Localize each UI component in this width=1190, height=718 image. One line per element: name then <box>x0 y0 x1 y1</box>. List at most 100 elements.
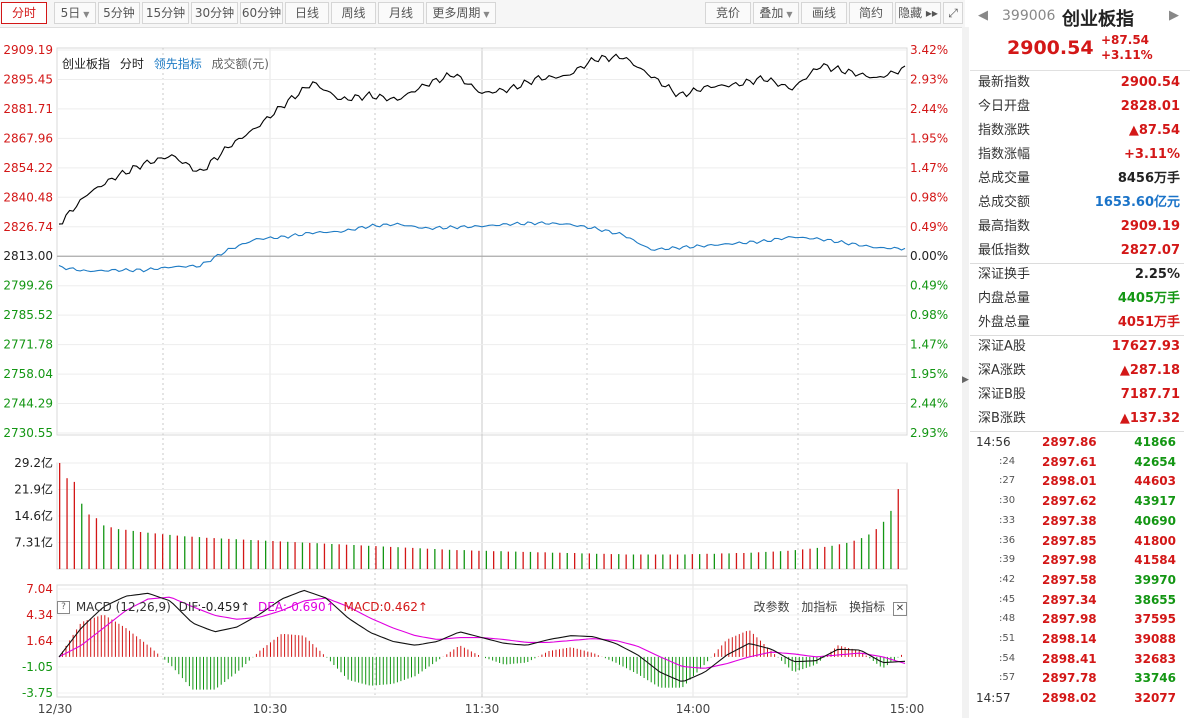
macd-tick-label: -1.05 <box>22 660 53 674</box>
tick-row: :24 2897.61 42654 <box>970 452 1184 472</box>
volume-bar <box>853 540 855 569</box>
info-key: 深证换手 <box>978 267 1031 282</box>
volume-bar <box>846 542 848 569</box>
draw-line-button[interactable]: 画线 <box>801 2 847 24</box>
volume-bar <box>463 550 465 569</box>
overlay-button[interactable]: 叠加 ▼ <box>753 2 799 24</box>
volume-bar <box>272 541 274 569</box>
edit-params-button[interactable]: 改参数 <box>753 600 790 614</box>
panel-collapse-bar[interactable]: ▶ <box>962 27 969 718</box>
tab-5min[interactable]: 5分钟 <box>98 2 140 24</box>
volume-bar <box>331 544 333 569</box>
volume-bar <box>353 545 355 569</box>
info-value: 1653.60亿元 <box>1094 195 1180 210</box>
tick-time: :45 <box>999 593 1016 605</box>
volume-bar <box>706 553 708 569</box>
dea-arrow: ↑ <box>325 600 336 614</box>
volume-bar <box>73 481 75 569</box>
tick-time: 14:57 <box>976 691 1011 706</box>
collapse-arrow-icon[interactable]: ▶ <box>962 375 969 385</box>
tab-30min[interactable]: 30分钟 <box>191 2 238 24</box>
expand-icon[interactable]: ⤢ <box>943 2 963 24</box>
legend-index-name: 创业板指 <box>62 57 111 71</box>
volume-bar <box>596 553 598 569</box>
tab-weekly[interactable]: 周线 <box>331 2 376 24</box>
charts-area: 2909.19 3.42% 2895.45 2.93% 2881.71 2.44% 2867… <box>0 27 962 718</box>
volume-bar <box>640 554 642 569</box>
switch-indicator-button[interactable]: 换指标 <box>849 600 886 614</box>
volume-bar <box>59 463 61 569</box>
info-row: 最高指数 2909.19 <box>970 215 1184 239</box>
volume-bar <box>860 538 863 569</box>
info-value: 4051万手 <box>1117 315 1180 330</box>
hide-panel-button[interactable]: 隐藏 ▸▸ <box>895 2 941 24</box>
macd-tick-label: 1.64 <box>26 634 53 648</box>
pct-tick-label: 3.42% <box>910 43 948 57</box>
tick-price: 2897.86 <box>1042 435 1097 449</box>
tab-5day[interactable]: 5日 ▼ <box>54 2 96 24</box>
info-key: 指数涨跌 <box>978 123 1031 138</box>
prev-arrow-icon[interactable]: ◀ <box>978 8 988 23</box>
tick-price: 2897.78 <box>1042 671 1097 686</box>
close-icon[interactable]: ✕ <box>893 602 907 616</box>
info-key: 指数涨幅 <box>978 147 1031 162</box>
tab-15min[interactable]: 15分钟 <box>142 2 189 24</box>
volume-bar <box>287 541 289 569</box>
volume-bar <box>426 548 429 569</box>
dif-value: -0.459 <box>201 600 241 614</box>
volume-bar <box>588 553 590 569</box>
pct-tick-label: 0.00% <box>910 249 948 263</box>
volume-bar <box>537 552 539 569</box>
price-tick-label: 2744.29 <box>3 397 53 411</box>
dif-line <box>58 589 906 682</box>
chevron-down-icon: ▼ <box>483 10 490 19</box>
tick-row: 14:57 2898.02 32077 <box>970 688 1184 708</box>
volume-bar <box>662 554 664 569</box>
help-icon[interactable]: ? <box>57 601 70 614</box>
tab-daily[interactable]: 日线 <box>285 2 329 24</box>
volume-bar <box>103 525 105 569</box>
info-value: 4405万手 <box>1117 291 1180 306</box>
volume-bar <box>419 548 421 569</box>
volume-bar <box>654 554 657 569</box>
auction-button[interactable]: 竞价 <box>705 2 751 24</box>
tab-60min[interactable]: 60分钟 <box>240 2 283 24</box>
chevron-down-icon: ▼ <box>786 10 793 19</box>
next-arrow-icon[interactable]: ▶ <box>1169 8 1179 23</box>
volume-bar <box>81 503 83 569</box>
info-value: 8456万手 <box>1117 171 1180 186</box>
info-value: 7187.71 <box>1120 387 1180 402</box>
volume-tick-label: 29.2亿 <box>14 455 53 470</box>
simple-mode-button[interactable]: 简约 <box>849 2 893 24</box>
add-indicator-button[interactable]: 加指标 <box>801 600 838 614</box>
price-tick-label: 2758.04 <box>3 367 53 381</box>
volume-bar <box>412 547 414 569</box>
volume-bar <box>323 543 326 569</box>
volume-tick-label: 14.6亿 <box>14 508 53 523</box>
quote-header: ◀ 399006 创业板指 ▶ 2900.54 +87.54 +3.11% <box>970 0 1190 71</box>
dea-label: DEA: <box>258 600 287 614</box>
tab-intraday[interactable]: 分时 <box>1 2 47 24</box>
price-tick-label: 2813.00 <box>3 249 53 263</box>
volume-bar <box>721 553 723 569</box>
tick-price: 2897.98 <box>1042 612 1097 627</box>
volume-bar <box>397 547 399 569</box>
volume-bar <box>360 545 362 569</box>
volume-bar <box>897 489 899 569</box>
tab-more-periods[interactable]: 更多周期 ▼ <box>426 2 496 24</box>
info-key: 深B涨跌 <box>978 411 1026 426</box>
pct-tick-label: 0.98% <box>910 308 948 322</box>
change-percent: +3.11% <box>1101 48 1153 62</box>
intraday-chart-svg[interactable]: 2909.19 3.42% 2895.45 2.93% 2881.71 2.44% 2867… <box>0 27 962 718</box>
volume-bar <box>500 551 502 569</box>
tick-row: :36 2897.85 41800 <box>970 531 1184 551</box>
tick-price: 2897.58 <box>1042 572 1097 587</box>
info-value: 2.25% <box>1134 267 1180 282</box>
tab-monthly[interactable]: 月线 <box>378 2 424 24</box>
info-value: 2827.07 <box>1120 243 1180 258</box>
time-tick-label: 14:00 <box>676 702 711 716</box>
tick-volume: 42654 <box>1134 454 1176 469</box>
price-tick-label: 2826.74 <box>3 220 53 234</box>
tick-time: :36 <box>999 534 1016 546</box>
info-key: 总成交量 <box>978 171 1031 186</box>
